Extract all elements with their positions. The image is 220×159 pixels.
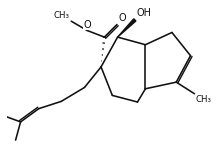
Text: O: O: [118, 13, 126, 23]
Polygon shape: [118, 19, 136, 37]
Text: O: O: [83, 20, 91, 30]
Text: OH: OH: [136, 8, 152, 18]
Text: CH₃: CH₃: [54, 11, 70, 20]
Text: CH₃: CH₃: [196, 95, 212, 104]
